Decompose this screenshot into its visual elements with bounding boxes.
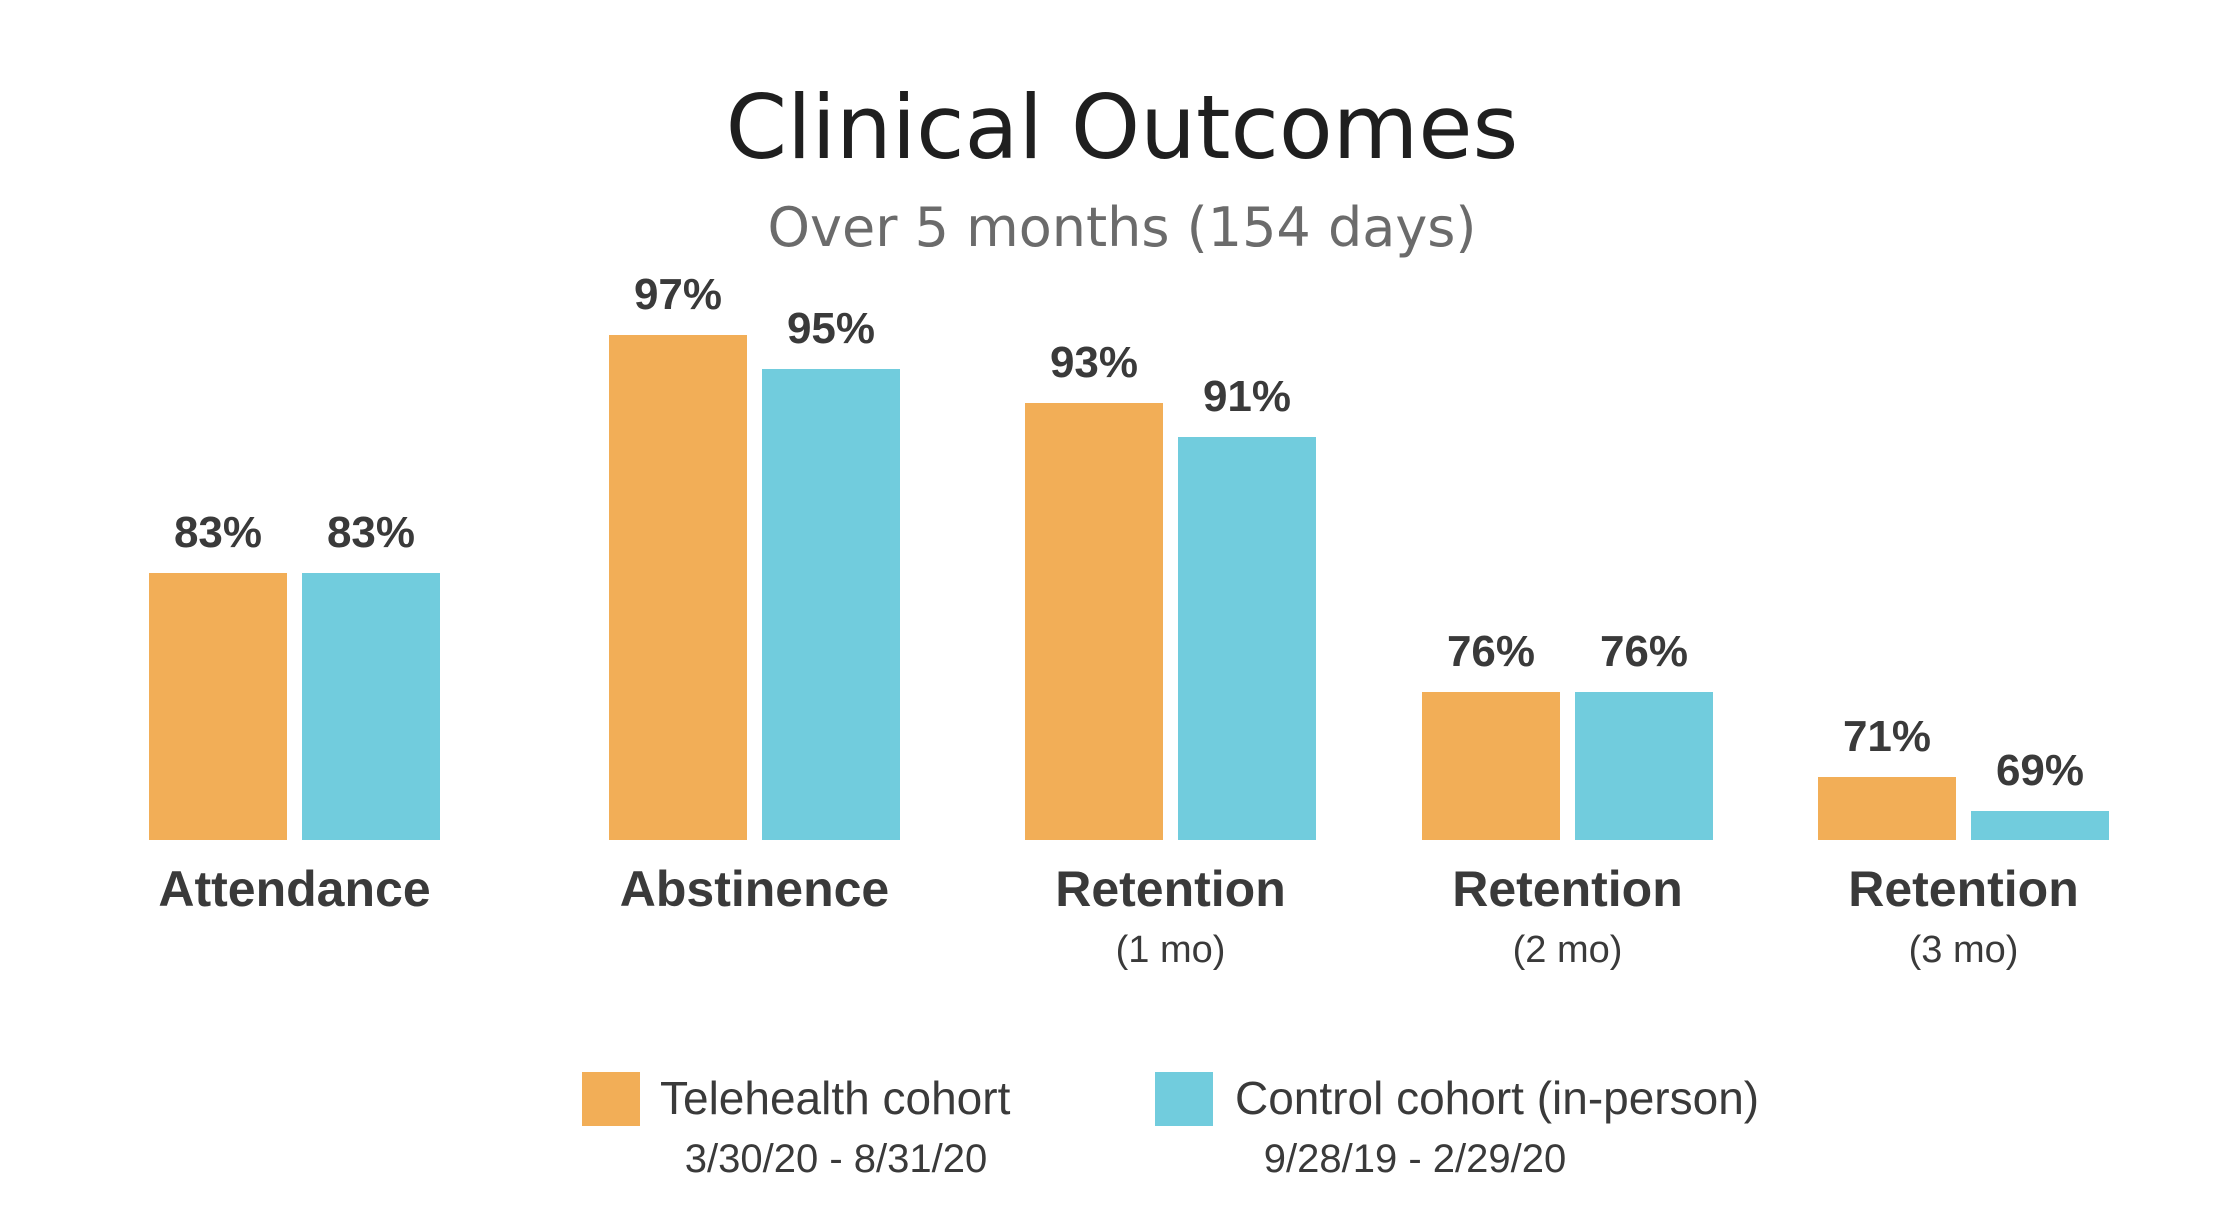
bar-control-1: [762, 369, 900, 840]
bar-telehealth-3: [1422, 692, 1560, 840]
value-label-control-2: 91%: [1203, 372, 1291, 421]
bar-telehealth-2: [1025, 403, 1163, 840]
value-label-telehealth-2: 93%: [1050, 338, 1138, 387]
category-label-4: Retention: [1848, 861, 2079, 917]
value-label-control-1: 95%: [787, 304, 875, 353]
legend-swatch-telehealth: [582, 1072, 640, 1126]
category-labels-layer: Attendance Abstinence Retention (1 mo) Reten…: [158, 861, 2078, 971]
value-labels-layer: 83% 83% 97% 95% 93% 91% 76% 76% 71% 69%: [174, 270, 2084, 795]
legend-dates-telehealth: 3/30/20 - 8/31/20: [685, 1137, 987, 1181]
category-label-2: Retention: [1055, 861, 1286, 917]
bar-telehealth-1: [609, 335, 747, 840]
bar-control-0: [302, 573, 440, 840]
value-label-telehealth-1: 97%: [634, 270, 722, 319]
value-label-telehealth-3: 76%: [1447, 627, 1535, 676]
chart-title: Clinical Outcomes: [726, 76, 1519, 179]
bar-control-2: [1178, 437, 1316, 840]
legend-dates-control: 9/28/19 - 2/29/20: [1264, 1137, 1566, 1181]
category-label-3: Retention: [1452, 861, 1683, 917]
legend-label-control: Control cohort (in-person): [1235, 1072, 1759, 1124]
value-label-control-4: 69%: [1996, 746, 2084, 795]
bar-telehealth-4: [1818, 777, 1956, 840]
value-label-telehealth-0: 83%: [174, 508, 262, 557]
bar-control-4: [1971, 811, 2109, 840]
category-sublabel-2: (1 mo): [1116, 929, 1226, 971]
legend: Telehealth cohort 3/30/20 - 8/31/20 Contro…: [582, 1072, 1759, 1181]
legend-swatch-control: [1155, 1072, 1213, 1126]
value-label-control-3: 76%: [1600, 627, 1688, 676]
value-label-telehealth-4: 71%: [1843, 712, 1931, 761]
category-sublabel-4: (3 mo): [1909, 929, 2019, 971]
category-label-1: Abstinence: [620, 861, 890, 917]
chart-subtitle: Over 5 months (154 days): [768, 196, 1477, 259]
legend-label-telehealth: Telehealth cohort: [660, 1072, 1011, 1124]
value-label-control-0: 83%: [327, 508, 415, 557]
category-sublabel-3: (2 mo): [1513, 929, 1623, 971]
bar-control-3: [1575, 692, 1713, 840]
category-label-0: Attendance: [158, 861, 430, 917]
bar-telehealth-0: [149, 573, 287, 840]
bars-layer: [149, 335, 2109, 840]
